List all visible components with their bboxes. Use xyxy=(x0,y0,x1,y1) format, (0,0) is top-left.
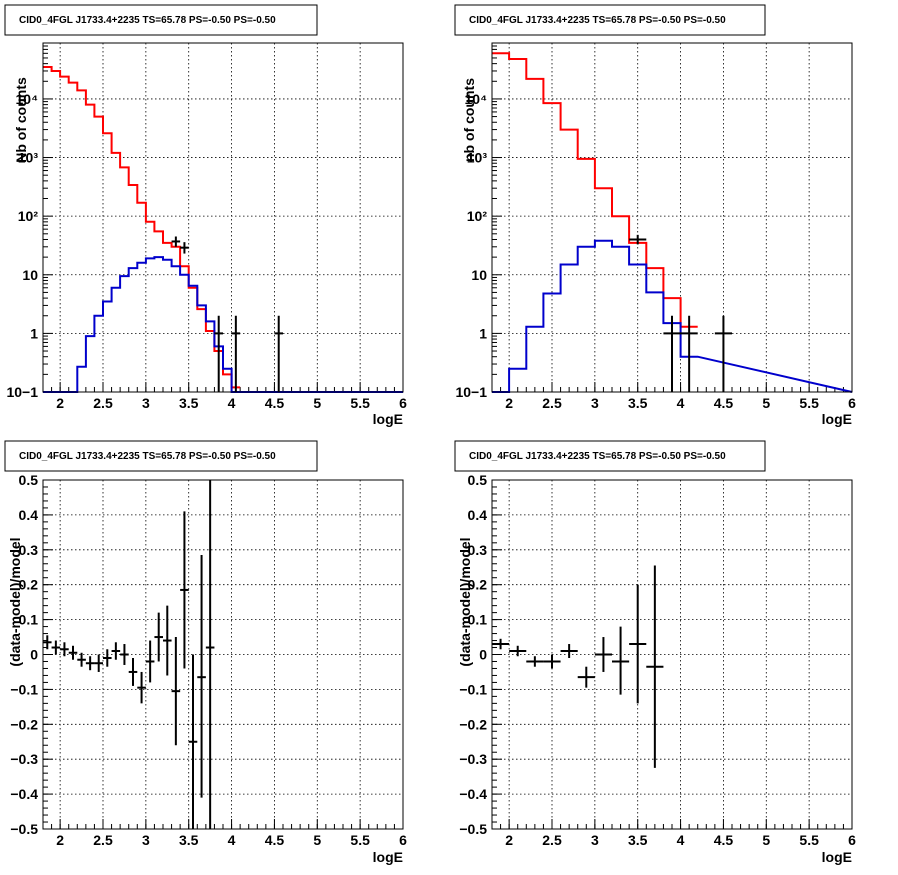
histogram-series-1 xyxy=(43,256,403,393)
y-tick-label: −0.5 xyxy=(10,821,38,837)
x-axis-title: logE xyxy=(373,411,403,427)
y-axis-title: nb of counts xyxy=(461,78,477,162)
chart-title-box xyxy=(4,4,318,36)
chart-panel-top-left: 2 2.5 3 3.5 4 4.5 5 5.5 6 10−1 1 10 10² 10³ 10⁴ CID0_4F… xyxy=(4,4,407,427)
x-tick-label: 5 xyxy=(313,395,321,411)
y-tick-label: −0.2 xyxy=(459,716,487,732)
histogram-series-0 xyxy=(492,52,698,328)
x-tick-label: 4.5 xyxy=(265,832,285,848)
y-axis-title: Nb of counts xyxy=(13,77,29,163)
x-tick-label: 4 xyxy=(228,832,236,848)
plot-frame xyxy=(42,42,404,393)
y-tick-label: 0.1 xyxy=(19,612,39,628)
x-tick-label: 5 xyxy=(313,832,321,848)
x-axis-title: logE xyxy=(373,849,403,865)
y-tick-label: −0.1 xyxy=(459,681,487,697)
y-tick-label: 0 xyxy=(30,647,38,663)
y-tick-label: −0.2 xyxy=(10,716,38,732)
x-tick-label: 5 xyxy=(762,395,770,411)
x-tick-label: 6 xyxy=(399,832,407,848)
x-tick-label: 2.5 xyxy=(93,395,113,411)
y-axis-title: (data-model)/model xyxy=(457,537,473,666)
plot-frame xyxy=(491,42,853,393)
x-tick-label: 6 xyxy=(399,395,407,411)
y-tick-label: −0.3 xyxy=(10,751,38,767)
y-tick-label: 0.5 xyxy=(468,472,488,488)
y-tick-label: 1 xyxy=(479,325,487,341)
y-tick-label: 10⁴ xyxy=(465,91,488,107)
x-tick-label: 4 xyxy=(228,395,236,411)
chart-title-box xyxy=(4,440,318,472)
chart-title-box xyxy=(454,4,766,36)
y-tick-label: 0.2 xyxy=(468,577,488,593)
x-axis-title: logE xyxy=(822,411,852,427)
x-tick-label: 3 xyxy=(591,395,599,411)
chart-panel-bottom-left: 2 2.5 3 3.5 4 4.5 5 5.5 6 −0.5 −0.4 −0.3 −0.2 −0.1 0 0.… xyxy=(4,440,407,865)
x-tick-label: 5 xyxy=(762,832,770,848)
x-tick-label: 4 xyxy=(677,832,685,848)
x-tick-label: 6 xyxy=(848,395,856,411)
y-tick-label: 0.3 xyxy=(468,542,488,558)
y-tick-label: 0.1 xyxy=(468,612,488,628)
y-tick-label: 10² xyxy=(467,208,488,224)
chart-title: CID0_4FGL J1733.4+2235 TS=65.78 PS=-0.50… xyxy=(469,15,726,26)
y-tick-label: 10 xyxy=(471,267,487,283)
x-tick-label: 4.5 xyxy=(265,395,285,411)
chart-panel-top-right: 2 2.5 3 3.5 4 4.5 5 5.5 6 10−1 1 10 10² 10³ 10⁴ CID0_4F… xyxy=(454,4,856,427)
histogram-series-1 xyxy=(492,239,853,393)
y-tick-label: 10³ xyxy=(467,150,488,166)
y-tick-label: 10⁴ xyxy=(16,91,39,107)
y-tick-label: 0.4 xyxy=(468,507,488,523)
chart-title: CID0_4FGL J1733.4+2235 TS=65.78 PS=-0.50… xyxy=(469,451,726,462)
x-tick-label: 3.5 xyxy=(628,395,648,411)
x-axis-title: logE xyxy=(822,849,852,865)
x-tick-label: 5.5 xyxy=(799,832,819,848)
x-tick-label: 4.5 xyxy=(714,395,734,411)
y-tick-label: 0.2 xyxy=(19,577,39,593)
x-tick-label: 2 xyxy=(505,395,513,411)
chart-title: CID0_4FGL J1733.4+2235 TS=65.78 PS=-0.50… xyxy=(19,15,276,26)
x-tick-label: 3 xyxy=(591,832,599,848)
x-tick-label: 4 xyxy=(677,395,685,411)
y-tick-label: 1 xyxy=(30,325,38,341)
x-tick-label: 2 xyxy=(56,395,64,411)
y-tick-label: 10² xyxy=(18,208,39,224)
x-tick-label: 6 xyxy=(848,832,856,848)
chart-title-box xyxy=(454,440,766,472)
histogram-series-0 xyxy=(43,66,241,389)
x-tick-label: 5.5 xyxy=(350,832,370,848)
x-tick-label: 5.5 xyxy=(799,395,819,411)
y-tick-label: 0.3 xyxy=(19,542,39,558)
y-tick-label: 0 xyxy=(479,647,487,663)
plot-frame xyxy=(42,479,404,830)
x-tick-label: 3 xyxy=(142,395,150,411)
x-tick-label: 2.5 xyxy=(542,395,562,411)
y-tick-label: 10−1 xyxy=(6,384,38,400)
x-tick-label: 4.5 xyxy=(714,832,734,848)
y-tick-label: 10 xyxy=(22,267,38,283)
x-tick-label: 2 xyxy=(56,832,64,848)
y-tick-label: 0.4 xyxy=(19,507,39,523)
chart-panel-bottom-right: 2 2.5 3 3.5 4 4.5 5 5.5 6 −0.5 −0.4 −0.3 −0.2 −0.1 0 0.… xyxy=(454,440,856,865)
x-tick-label: 3 xyxy=(142,832,150,848)
y-tick-label: 10³ xyxy=(18,150,39,166)
plot-frame xyxy=(491,479,853,830)
y-tick-label: −0.4 xyxy=(10,786,38,802)
y-tick-label: −0.4 xyxy=(459,786,487,802)
x-tick-label: 5.5 xyxy=(350,395,370,411)
x-tick-label: 2.5 xyxy=(542,832,562,848)
y-tick-label: −0.3 xyxy=(459,751,487,767)
x-tick-label: 2 xyxy=(505,832,513,848)
x-tick-label: 3.5 xyxy=(179,395,199,411)
y-tick-label: 0.5 xyxy=(19,472,39,488)
chart-title: CID0_4FGL J1733.4+2235 TS=65.78 PS=-0.50… xyxy=(19,451,276,462)
x-tick-label: 3.5 xyxy=(628,832,648,848)
y-tick-label: 10−1 xyxy=(455,384,487,400)
y-axis-title: (data-model)/model xyxy=(7,537,23,666)
x-tick-label: 2.5 xyxy=(93,832,113,848)
y-tick-label: −0.5 xyxy=(459,821,487,837)
y-tick-label: −0.1 xyxy=(10,681,38,697)
x-tick-label: 3.5 xyxy=(179,832,199,848)
